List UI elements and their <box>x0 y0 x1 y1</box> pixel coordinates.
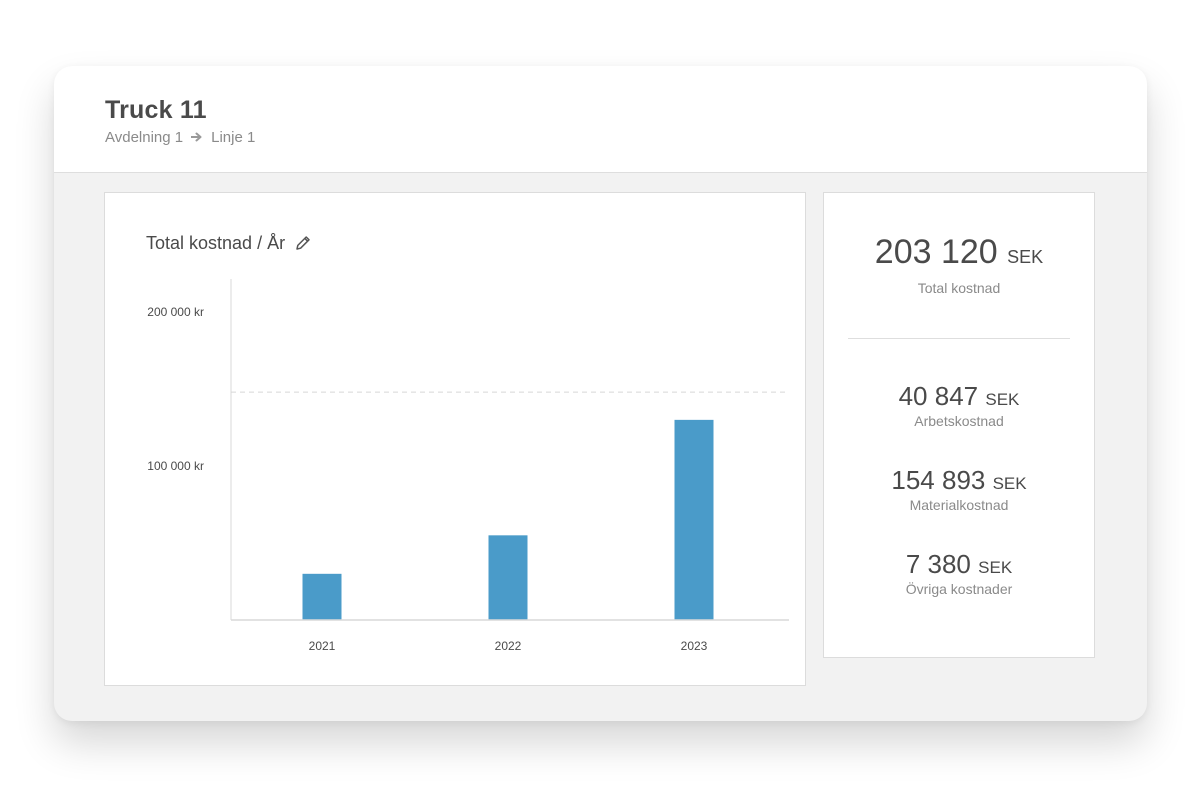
total-cost-value: 203 120 <box>874 233 998 271</box>
y-tick-label: 100 000 kr <box>147 459 204 473</box>
other-cost-value: 7 380 <box>905 549 971 579</box>
labor-cost-stat: 40 847 SEK Arbetskostnad <box>824 381 1094 429</box>
labor-cost-value: 40 847 <box>898 381 979 411</box>
other-cost-unit: SEK <box>978 558 1013 577</box>
labor-cost-value-row: 40 847 SEK <box>824 381 1094 412</box>
x-tick-label: 2023 <box>681 639 708 653</box>
material-cost-label: Materialkostnad <box>909 497 1009 513</box>
bar-2022 <box>488 535 528 620</box>
x-tick-label: 2022 <box>495 639 522 653</box>
total-cost-unit: SEK <box>1007 247 1044 267</box>
y-tick-label: 200 000 kr <box>147 305 204 319</box>
other-cost-stat: 7 380 SEK Övriga kostnader <box>824 549 1094 597</box>
total-cost-stat: 203 120 SEK Total kostnad <box>824 233 1094 296</box>
breadcrumb-item-line[interactable]: Linje 1 <box>211 128 256 146</box>
other-cost-label: Övriga kostnader <box>905 581 1013 597</box>
material-cost-unit: SEK <box>992 474 1027 493</box>
material-cost-stat: 154 893 SEK Materialkostnad <box>824 465 1094 513</box>
page-title: Truck 11 <box>105 96 207 124</box>
cost-summary-card: 203 120 SEK Total kostnad 40 847 SEK Arb… <box>823 192 1095 658</box>
breadcrumb: Avdelning 1 Linje 1 <box>105 128 255 146</box>
material-cost-value: 154 893 <box>891 465 986 495</box>
cost-chart-card: Total kostnad / År 100 000 kr 200 000 kr 2… <box>104 192 806 686</box>
labor-cost-unit: SEK <box>985 390 1020 409</box>
divider <box>848 338 1070 339</box>
pencil-icon[interactable] <box>294 234 312 252</box>
total-cost-value-row: 203 120 SEK <box>824 233 1094 272</box>
app-window: Truck 11 Avdelning 1 Linje 1 Total kostn… <box>54 66 1147 721</box>
total-cost-label: Total kostnad <box>917 280 1001 296</box>
breadcrumb-item-department[interactable]: Avdelning 1 <box>105 128 184 146</box>
arrow-right-icon <box>191 132 203 142</box>
x-tick-label: 2021 <box>309 639 336 653</box>
bar-2023 <box>674 419 714 620</box>
other-cost-value-row: 7 380 SEK <box>824 549 1094 580</box>
chart-title-text: Total kostnad / År <box>146 232 286 253</box>
bar-chart: 100 000 kr 200 000 kr 2021 2022 2023 <box>147 279 789 653</box>
page-header: Truck 11 Avdelning 1 Linje 1 <box>54 66 1147 173</box>
labor-cost-label: Arbetskostnad <box>914 413 1004 429</box>
bar-2021 <box>302 573 342 620</box>
chart-title: Total kostnad / År <box>146 233 312 253</box>
material-cost-value-row: 154 893 SEK <box>824 465 1094 496</box>
